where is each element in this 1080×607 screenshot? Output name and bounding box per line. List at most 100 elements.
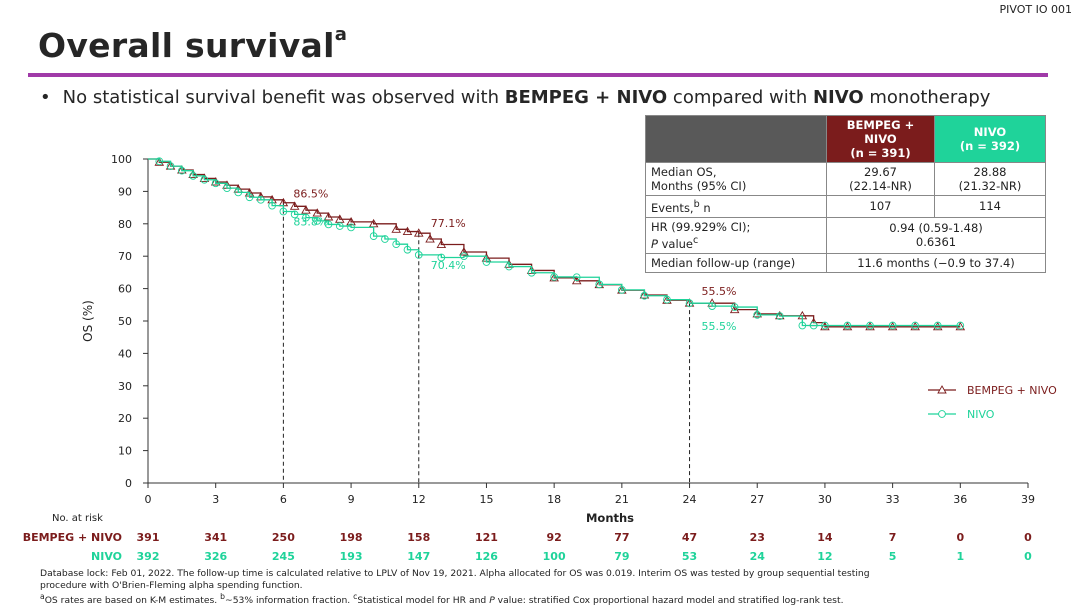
censor-marker-triangle [346,216,356,226]
y-tick-label: 80 [118,218,132,231]
table-header-bempeg: BEMPEG + NIVO (n = 391) [826,115,935,163]
risk-count: 79 [614,550,629,563]
median-os-label-l2: Months (95% CI) [651,179,747,193]
censor-marker-circle [595,280,604,289]
x-tick-label: 21 [615,493,629,506]
risk-count: 5 [889,550,897,563]
censor-marker-triangle [323,212,334,221]
censor-marker-circle [392,240,401,249]
events-label: Events,b n [645,195,827,218]
censor-marker-circle [256,195,265,204]
risk-count: 0 [956,531,964,544]
censor-marker-circle [809,321,818,330]
y-tick-label: 20 [118,412,132,425]
footnote-line1: Database lock: Feb 01, 2022. The follow-… [40,568,870,579]
risk-count: 245 [272,550,295,563]
bullet-point: • No statistical survival benefit was obs… [40,87,990,108]
censor-marker-circle [437,253,446,262]
x-tick-label: 6 [280,493,287,506]
table-header-blank [645,115,827,163]
censor-marker-circle [302,213,310,222]
legend-label: BEMPEG + NIVO [967,384,1057,397]
censor-marker-circle [663,295,671,304]
events-nivo: 114 [934,195,1046,218]
study-id: PIVOT IO 001 [999,3,1072,16]
censor-marker-circle [268,201,276,210]
slide-title: Overall survivala [38,24,347,65]
censor-marker-circle [335,222,344,230]
censor-marker-circle [313,217,322,225]
table-row-events: Events,b n 107 114 [645,195,1046,218]
risk-count: 14 [817,531,833,544]
x-tick-label: 27 [750,493,764,506]
censor-marker-triangle [301,205,311,214]
slide-title-text: Overall survival [38,26,335,65]
risk-count: 0 [1024,550,1032,563]
x-tick-label: 15 [479,493,493,506]
censor-marker-circle [245,193,254,202]
x-tick-label: 18 [547,493,561,506]
median-os-bempeg-value: 29.67 [864,165,897,179]
x-tick-label: 9 [348,493,355,506]
y-tick-label: 100 [111,153,132,166]
censor-marker-circle [177,166,186,175]
censor-marker-circle [640,291,649,300]
events-footnote-marker: b [693,199,700,210]
events-bempeg: 107 [826,195,935,218]
y-tick-label: 40 [118,347,132,360]
censor-marker-circle [324,220,333,229]
events-label-suffix: n [699,200,711,215]
censor-marker-circle [189,171,197,180]
censor-marker-circle [166,162,175,170]
hr-label-l1: HR (99.929% CI); [651,219,751,234]
survival-rate-label: 77.1% [431,217,466,230]
risk-count: 126 [475,550,498,563]
x-tick-label: 0 [145,493,152,506]
censor-marker-triangle [842,321,853,331]
legend-marker-circle [938,410,946,418]
risk-count: 53 [682,550,697,563]
risk-count: 47 [682,531,697,544]
followup-label: Median follow-up (range) [645,252,827,273]
risk-count: 147 [407,550,430,563]
censor-marker-triangle [289,201,300,210]
events-label-text: Events, [651,200,694,215]
censor-marker-circle [200,175,209,184]
risk-table-title: No. at risk [52,513,103,524]
bullet-arm2: NIVO [812,87,864,108]
censor-marker-circle [933,321,942,330]
median-os-nivo-ci: (21.32-NR) [958,179,1022,193]
header-bempeg-n: (n = 391) [850,146,911,160]
footnote-line3: aOS rates are based on K-M estimates. b~… [40,591,1060,607]
censor-marker-triangle [639,290,650,299]
risk-row-label: NIVO [91,550,122,563]
censor-marker-circle [888,321,897,330]
censor-marker-circle [798,321,807,330]
header-nivo-n: (n = 392) [959,139,1021,153]
x-axis-title: Months [586,511,634,525]
risk-count: 0 [1024,531,1032,544]
median-os-bempeg-ci: (22.14-NR) [849,179,912,193]
survival-rate-label: 70.4% [431,259,466,272]
censor-marker-circle [403,245,412,254]
y-tick-label: 10 [118,445,132,458]
km-curve-bempeg-nivo [148,158,961,328]
risk-row-label: BEMPEG + NIVO [23,531,122,544]
hr-footnote-marker: c [693,234,699,246]
censor-marker-triangle [459,247,469,256]
risk-count: 24 [750,550,766,563]
risk-count: 100 [543,550,566,563]
bullet-middle: compared with [667,87,813,108]
censor-marker-circle [821,321,829,330]
legend-label: NIVO [967,408,995,421]
bullet-suffix: monotherapy [863,87,991,108]
censor-marker-circle [223,184,231,193]
hr-label: HR (99.929% CI); P valuec [645,216,827,254]
censor-marker-circle [572,273,581,282]
censor-marker-circle [550,273,559,281]
footnote-c-text: Statistical model for HR and [357,595,490,607]
followup-value: 11.6 months (−0.9 to 37.4) [826,252,1046,273]
censor-marker-triangle [425,234,435,243]
hr-value: 0.94 (0.59-1.48) 0.6361 [826,216,1046,254]
